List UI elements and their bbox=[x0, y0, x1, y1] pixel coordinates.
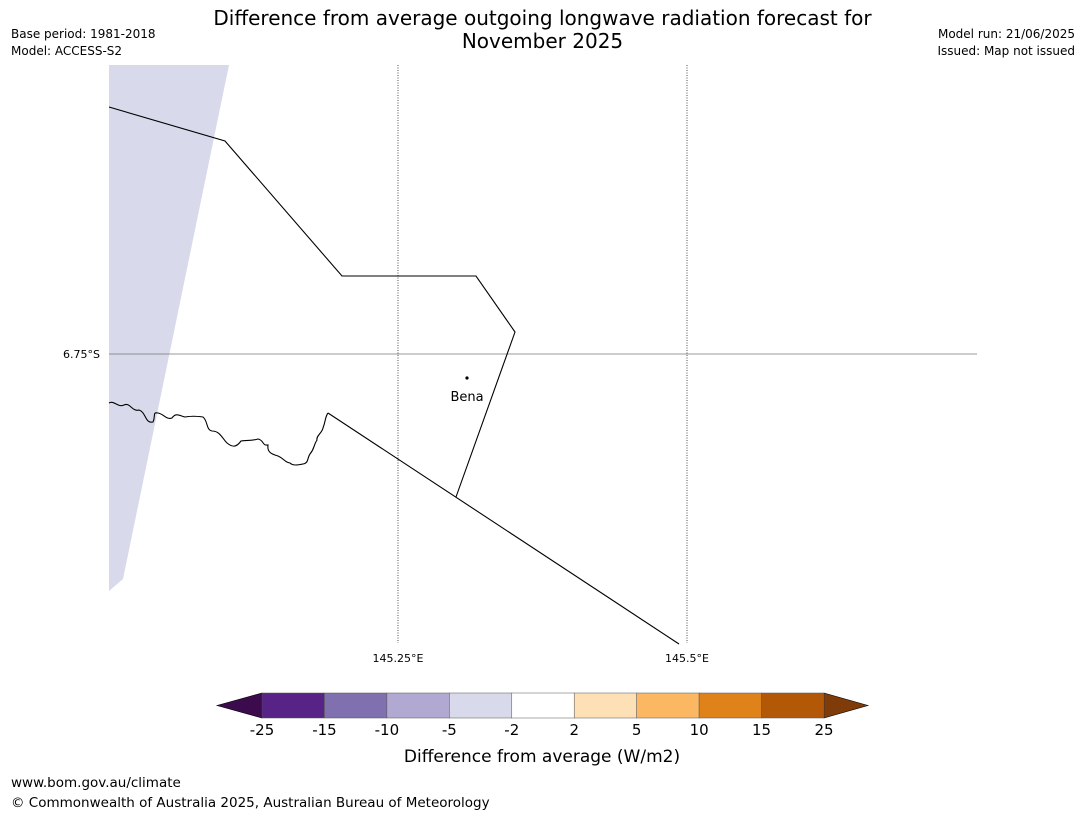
colorbar-segment bbox=[261, 692, 325, 719]
base-period: Base period: 1981-2018 bbox=[11, 27, 156, 41]
colorbar-segment bbox=[698, 692, 762, 719]
colorbar-extend-high bbox=[823, 692, 870, 719]
province-boundary bbox=[327, 412, 680, 645]
colorbar-segment bbox=[324, 692, 388, 719]
colorbar-segment bbox=[511, 692, 575, 719]
colorbar-tick-label: -25 bbox=[250, 721, 275, 739]
colorbar-tick-label: 2 bbox=[569, 721, 579, 739]
footer-url: www.bom.gov.au/climate bbox=[11, 775, 181, 791]
district-boundary bbox=[108, 106, 516, 498]
colorbar-tick-label: 15 bbox=[752, 721, 771, 739]
colorbar: -25 -15 -10 -5 -2 2 5 10 15 25 bbox=[215, 692, 870, 739]
lon-label-145-5: 145.5°E bbox=[665, 652, 709, 665]
place-label-bena: Bena bbox=[450, 390, 483, 405]
colorbar-tick-label: -15 bbox=[312, 721, 337, 739]
coastline bbox=[108, 401, 329, 466]
lat-label: 6.75°S bbox=[63, 348, 100, 361]
map-title: Difference from average outgoing longwav… bbox=[0, 7, 1085, 53]
colorbar-tick-label: -2 bbox=[504, 721, 519, 739]
colorbar-segment bbox=[386, 692, 450, 719]
colorbar-segment bbox=[636, 692, 700, 719]
colorbar-segment bbox=[761, 692, 825, 719]
model-run: Model run: 21/06/2025 bbox=[937, 27, 1075, 41]
title-line-2: November 2025 bbox=[461, 29, 624, 53]
lon-label-145-25: 145.25°E bbox=[373, 652, 424, 665]
colorbar-tick-label: -5 bbox=[442, 721, 457, 739]
meta-right: Model run: 21/06/2025 Issued: Map not is… bbox=[937, 26, 1075, 60]
colorbar-extend-low bbox=[215, 692, 263, 719]
title-line-1: Difference from average outgoing longwav… bbox=[213, 6, 872, 30]
colorbar-tick-label: 10 bbox=[690, 721, 709, 739]
anomaly-shaded-region bbox=[109, 65, 229, 591]
colorbar-tick-label: -10 bbox=[375, 721, 400, 739]
issued-status: Issued: Map not issued bbox=[937, 44, 1075, 58]
colorbar-label: Difference from average (W/m2) bbox=[404, 747, 680, 767]
colorbar-tick-label: 5 bbox=[632, 721, 642, 739]
meta-left: Base period: 1981-2018 Model: ACCESS-S2 bbox=[11, 26, 156, 60]
footer-copyright: © Commonwealth of Australia 2025, Austra… bbox=[11, 795, 490, 811]
colorbar-segment bbox=[449, 692, 513, 719]
model-name: Model: ACCESS-S2 bbox=[11, 44, 123, 58]
colorbar-segment bbox=[573, 692, 637, 719]
place-marker-bena bbox=[465, 376, 469, 380]
colorbar-tick-label: 25 bbox=[814, 721, 833, 739]
